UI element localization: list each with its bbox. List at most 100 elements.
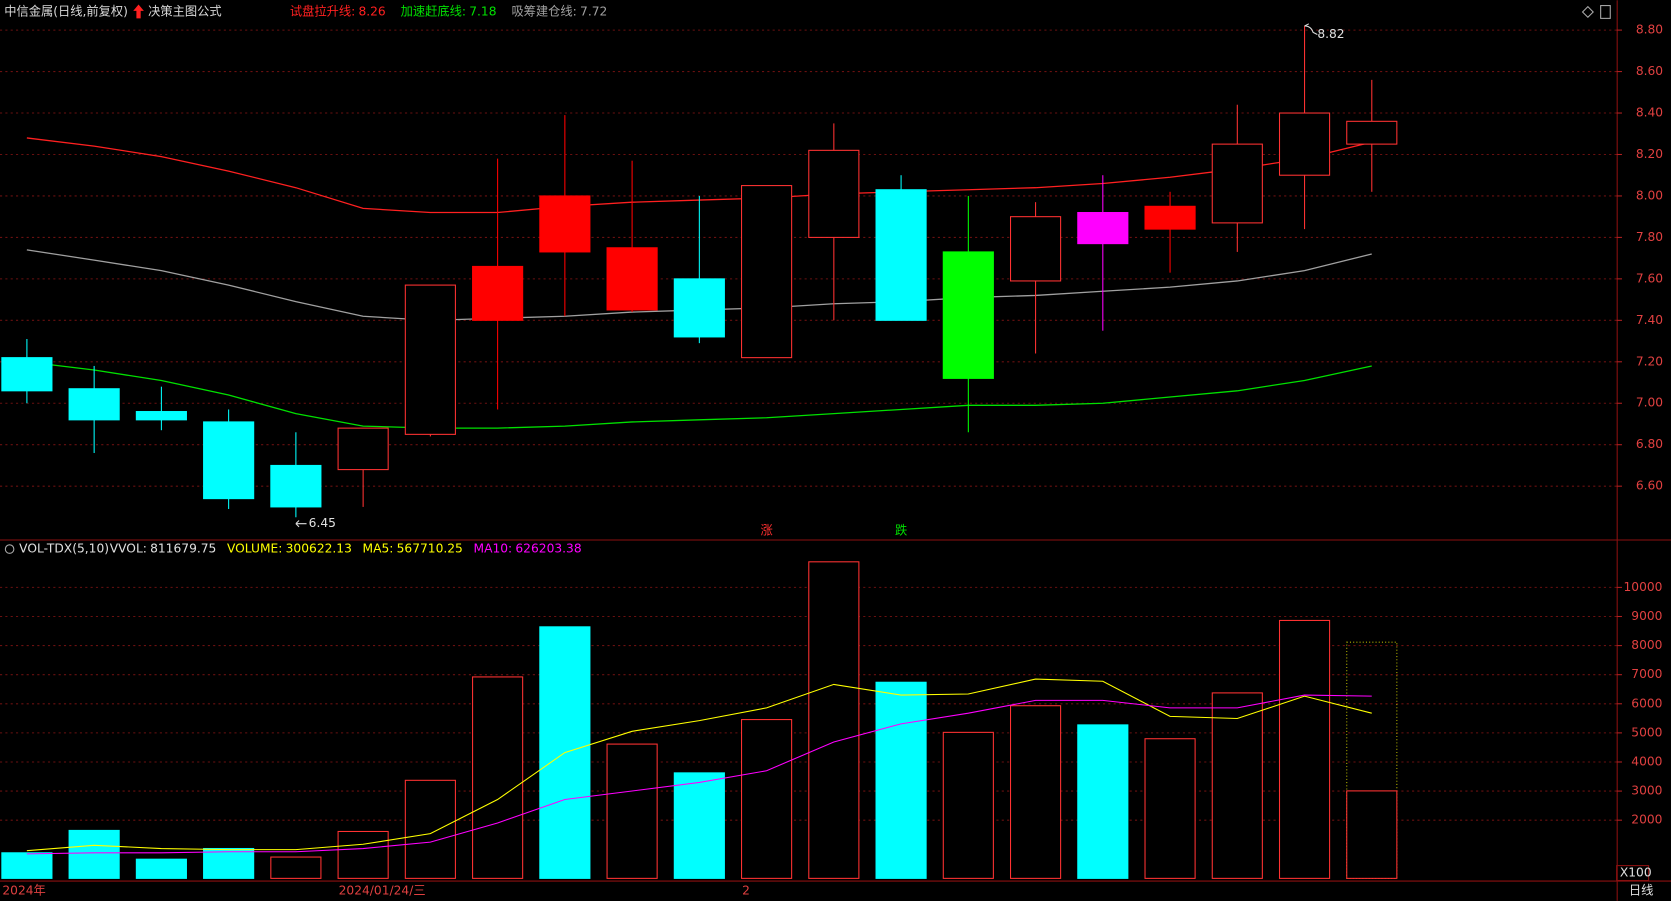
candle-body: [875, 189, 927, 321]
y-tick-label: 7000: [1631, 667, 1662, 681]
legend-value: 7.18: [469, 4, 496, 18]
candle-body: [203, 421, 255, 500]
unit-box: [1616, 865, 1650, 882]
y-tick-label: 8000: [1631, 638, 1662, 652]
legend-name: 试盘拉升线:: [290, 3, 355, 18]
x-tick-label: 2024/01/24/三: [339, 884, 426, 898]
signal: 跌: [895, 522, 907, 537]
candle-body: [539, 195, 591, 253]
y-tick-label: 5000: [1631, 725, 1662, 739]
y-tick-label: 7.60: [1636, 271, 1663, 285]
unit-label: X100: [1620, 866, 1652, 880]
volume-bar: [1, 852, 53, 879]
volume-bar: [942, 731, 994, 879]
candle-body: [270, 464, 322, 508]
y-tick-label: 3000: [1631, 784, 1662, 798]
candle-body: [741, 185, 793, 359]
y-tick-label: 8.40: [1636, 106, 1663, 120]
candle-body: [135, 411, 187, 421]
legend-name: VVOL:: [110, 542, 147, 556]
y-tick-label: 6000: [1631, 696, 1662, 710]
y-tick-label: 7.40: [1636, 313, 1663, 327]
legend-value: 7.72: [580, 4, 607, 18]
legend-name: MA5:: [363, 542, 394, 556]
min-pointer: [295, 520, 307, 528]
volume-bar: [135, 858, 187, 879]
y-tick-label: 6.60: [1636, 479, 1663, 493]
indicator-icon[interactable]: [4, 544, 15, 554]
volume-bar: [673, 772, 725, 879]
max-pointer: [1304, 23, 1318, 35]
volume-bar: [1211, 692, 1263, 879]
min-label: 6.45: [309, 516, 336, 530]
volume-bar: [741, 719, 793, 879]
y-tick-label: 2000: [1631, 813, 1662, 827]
candle-body: [404, 284, 456, 435]
candle-body: [1278, 112, 1331, 176]
plot: 6.60 6.80 7.00 7.20 7.40 7.60 7.80 8.00 8.20 8.40…: [0, 3, 1663, 898]
legend-value: 567710.25: [397, 542, 463, 556]
legend-value: 8.26: [358, 4, 385, 18]
y-tick-label: 6.80: [1636, 437, 1663, 451]
candle-body: [472, 265, 524, 321]
x-tick-label: 2024年: [2, 884, 45, 898]
formula-name[interactable]: 决策主图公式: [148, 3, 222, 18]
volume-bar: [472, 676, 524, 879]
candle-body: [1346, 120, 1398, 145]
y-tick-label: 7.80: [1636, 230, 1663, 244]
legend-name: 吸筹建仓线:: [511, 4, 576, 18]
candle-body: [68, 388, 120, 421]
y-tick-label: 7.00: [1636, 396, 1663, 410]
volume-bar: [1077, 724, 1129, 879]
window-icon[interactable]: [1600, 5, 1611, 19]
volume-bar: [606, 743, 658, 879]
ma-line: [26, 694, 1372, 855]
candle-body: [1211, 143, 1263, 224]
legend-value: 811679.75: [150, 542, 216, 556]
y-tick-label: 8.00: [1636, 188, 1663, 202]
max-label: 8.82: [1317, 27, 1344, 41]
volume-bar: [1278, 619, 1331, 879]
candle-body: [1077, 211, 1129, 245]
window-icon[interactable]: [1581, 5, 1594, 19]
y-tick-label: 10000: [1623, 580, 1662, 594]
y-tick-label: 7.20: [1636, 354, 1663, 368]
candle-body: [808, 149, 860, 238]
x-tick-label: 2: [742, 884, 750, 898]
candle-body: [1009, 216, 1062, 282]
ma-line: [26, 678, 1372, 852]
candle-body: [1144, 205, 1196, 230]
legend-value: 626203.38: [515, 542, 581, 556]
vvol-box: [1346, 641, 1398, 879]
volume-bar: [1346, 790, 1398, 879]
period-button[interactable]: 日线: [1629, 884, 1654, 898]
candle-body: [1, 357, 53, 392]
candle-body: [942, 251, 994, 379]
y-tick-label: 8.80: [1636, 23, 1663, 37]
indicator-line: [26, 361, 1372, 429]
indicator-title[interactable]: VOL-TDX(5,10): [19, 542, 109, 556]
legend-name: 加速赶底线:: [401, 3, 466, 18]
volume-bar: [875, 681, 927, 879]
volume-bar: [337, 830, 389, 879]
candle-body: [337, 427, 389, 471]
volume-bar: [270, 856, 322, 879]
volume-bar: [203, 847, 255, 879]
formula-icon[interactable]: [133, 4, 144, 19]
legend-name: VOLUME:: [227, 542, 282, 556]
volume-bar: [1009, 705, 1062, 879]
signal: 涨: [760, 522, 772, 537]
volume-bar: [808, 561, 860, 879]
chart-title: 中信金属(日线,前复权): [4, 3, 128, 18]
legend-value: 300622.13: [286, 542, 352, 556]
y-tick-label: 8.20: [1636, 147, 1663, 161]
y-tick-label: 4000: [1631, 754, 1662, 768]
volume-bar: [404, 779, 456, 879]
y-tick-label: 9000: [1631, 609, 1662, 623]
legend-name: MA10:: [474, 542, 513, 556]
y-tick-label: 8.60: [1636, 64, 1663, 78]
candle-body: [606, 247, 658, 311]
volume-bar: [68, 829, 120, 879]
